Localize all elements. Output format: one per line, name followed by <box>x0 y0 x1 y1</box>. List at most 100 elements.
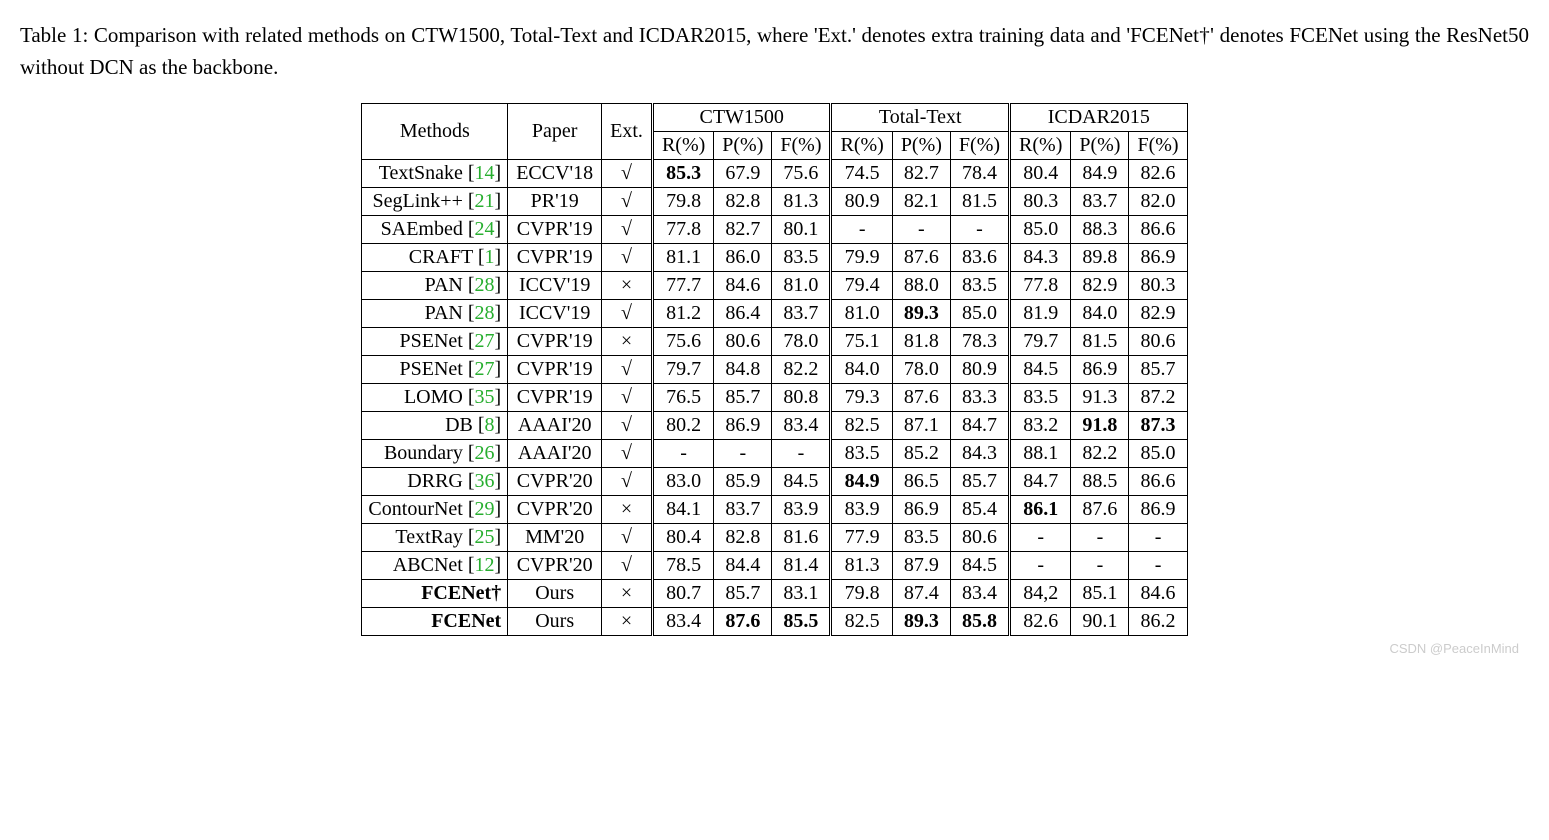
method-cell: FCENet <box>362 608 508 636</box>
value-cell: - <box>652 440 713 468</box>
value-cell: 82.1 <box>892 188 950 216</box>
value-cell: 79.7 <box>652 356 713 384</box>
value-cell: - <box>1010 524 1071 552</box>
value-cell: 87.2 <box>1129 384 1187 412</box>
method-cell: PAN [28] <box>362 272 508 300</box>
value-cell: 86.5 <box>892 468 950 496</box>
paper-cell: ICCV'19 <box>508 300 602 328</box>
value-cell: 84.0 <box>831 356 892 384</box>
value-cell: 85.7 <box>950 468 1009 496</box>
value-cell: 84.3 <box>1010 244 1071 272</box>
method-cell: ABCNet [12] <box>362 552 508 580</box>
value-cell: 86.4 <box>714 300 772 328</box>
header-ic-f: F(%) <box>1129 132 1187 160</box>
table-body: TextSnake [14]ECCV'18√85.367.975.674.582… <box>362 160 1187 636</box>
value-cell: 89.3 <box>892 608 950 636</box>
value-cell: 87.4 <box>892 580 950 608</box>
value-cell: 85.7 <box>714 580 772 608</box>
value-cell: 87.9 <box>892 552 950 580</box>
value-cell: 87.6 <box>892 244 950 272</box>
value-cell: - <box>1129 524 1187 552</box>
method-cell: CRAFT [1] <box>362 244 508 272</box>
header-ctw1500: CTW1500 <box>652 104 831 132</box>
header-ctw-p: P(%) <box>714 132 772 160</box>
table-row: SAEmbed [24]CVPR'19√77.882.780.1---85.08… <box>362 216 1187 244</box>
citation-ref: 28 <box>475 274 495 296</box>
value-cell: 87.1 <box>892 412 950 440</box>
value-cell: 86.9 <box>1129 496 1187 524</box>
value-cell: 84.5 <box>772 468 831 496</box>
value-cell: 85.0 <box>950 300 1009 328</box>
value-cell: 81.4 <box>772 552 831 580</box>
paper-cell: AAAI'20 <box>508 440 602 468</box>
value-cell: - <box>1071 552 1129 580</box>
method-cell: PAN [28] <box>362 300 508 328</box>
table-row: PAN [28]ICCV'19√81.286.483.781.089.385.0… <box>362 300 1187 328</box>
citation-ref: 24 <box>475 218 495 240</box>
value-cell: 85.0 <box>1010 216 1071 244</box>
value-cell: 85.5 <box>772 608 831 636</box>
value-cell: 77.8 <box>652 216 713 244</box>
table-row: LOMO [35]CVPR'19√76.585.780.879.387.683.… <box>362 384 1187 412</box>
value-cell: 80.3 <box>1129 272 1187 300</box>
value-cell: 88.0 <box>892 272 950 300</box>
paper-cell: AAAI'20 <box>508 412 602 440</box>
value-cell: 81.0 <box>772 272 831 300</box>
header-tt-p: P(%) <box>892 132 950 160</box>
table-header: Methods Paper Ext. CTW1500 Total-Text IC… <box>362 104 1187 160</box>
citation-ref: 26 <box>475 442 495 464</box>
value-cell: 83.3 <box>950 384 1009 412</box>
value-cell: 86.9 <box>1071 356 1129 384</box>
header-methods: Methods <box>362 104 508 160</box>
value-cell: 80.2 <box>652 412 713 440</box>
ext-cell: √ <box>602 216 653 244</box>
value-cell: 82.8 <box>714 524 772 552</box>
ext-cell: √ <box>602 244 653 272</box>
paper-cell: CVPR'19 <box>508 244 602 272</box>
value-cell: 83.5 <box>1010 384 1071 412</box>
value-cell: 85.3 <box>652 160 713 188</box>
value-cell: 83.7 <box>714 496 772 524</box>
value-cell: 80.1 <box>772 216 831 244</box>
value-cell: 85.1 <box>1071 580 1129 608</box>
value-cell: 76.5 <box>652 384 713 412</box>
value-cell: - <box>950 216 1009 244</box>
table-row: FCENetOurs×83.487.685.582.589.385.882.69… <box>362 608 1187 636</box>
value-cell: 78.3 <box>950 328 1009 356</box>
value-cell: 83.2 <box>1010 412 1071 440</box>
value-cell: 77.9 <box>831 524 892 552</box>
value-cell: - <box>1071 524 1129 552</box>
paper-cell: MM'20 <box>508 524 602 552</box>
table-row: DRRG [36]CVPR'20√83.085.984.584.986.585.… <box>362 468 1187 496</box>
value-cell: 91.8 <box>1071 412 1129 440</box>
value-cell: - <box>1129 552 1187 580</box>
method-cell: SAEmbed [24] <box>362 216 508 244</box>
value-cell: 85.0 <box>1129 440 1187 468</box>
value-cell: 77.7 <box>652 272 713 300</box>
value-cell: 83.5 <box>892 524 950 552</box>
value-cell: 85.8 <box>950 608 1009 636</box>
value-cell: 78.0 <box>892 356 950 384</box>
value-cell: 83.5 <box>831 440 892 468</box>
method-cell: PSENet [27] <box>362 328 508 356</box>
table-row: Boundary [26]AAAI'20√---83.585.284.388.1… <box>362 440 1187 468</box>
header-tt-f: F(%) <box>950 132 1009 160</box>
paper-cell: CVPR'20 <box>508 496 602 524</box>
value-cell: 84.9 <box>831 468 892 496</box>
paper-cell: CVPR'20 <box>508 468 602 496</box>
value-cell: 79.9 <box>831 244 892 272</box>
value-cell: 85.4 <box>950 496 1009 524</box>
value-cell: 80.4 <box>1010 160 1071 188</box>
citation-ref: 8 <box>485 414 495 436</box>
value-cell: 85.7 <box>714 384 772 412</box>
value-cell: 86.1 <box>1010 496 1071 524</box>
value-cell: 80.9 <box>950 356 1009 384</box>
value-cell: 82.7 <box>714 216 772 244</box>
value-cell: 82.2 <box>772 356 831 384</box>
value-cell: 82.0 <box>1129 188 1187 216</box>
citation-ref: 12 <box>475 554 495 576</box>
method-cell: PSENet [27] <box>362 356 508 384</box>
citation-ref: 27 <box>475 358 495 380</box>
value-cell: 84.9 <box>1071 160 1129 188</box>
value-cell: 77.8 <box>1010 272 1071 300</box>
